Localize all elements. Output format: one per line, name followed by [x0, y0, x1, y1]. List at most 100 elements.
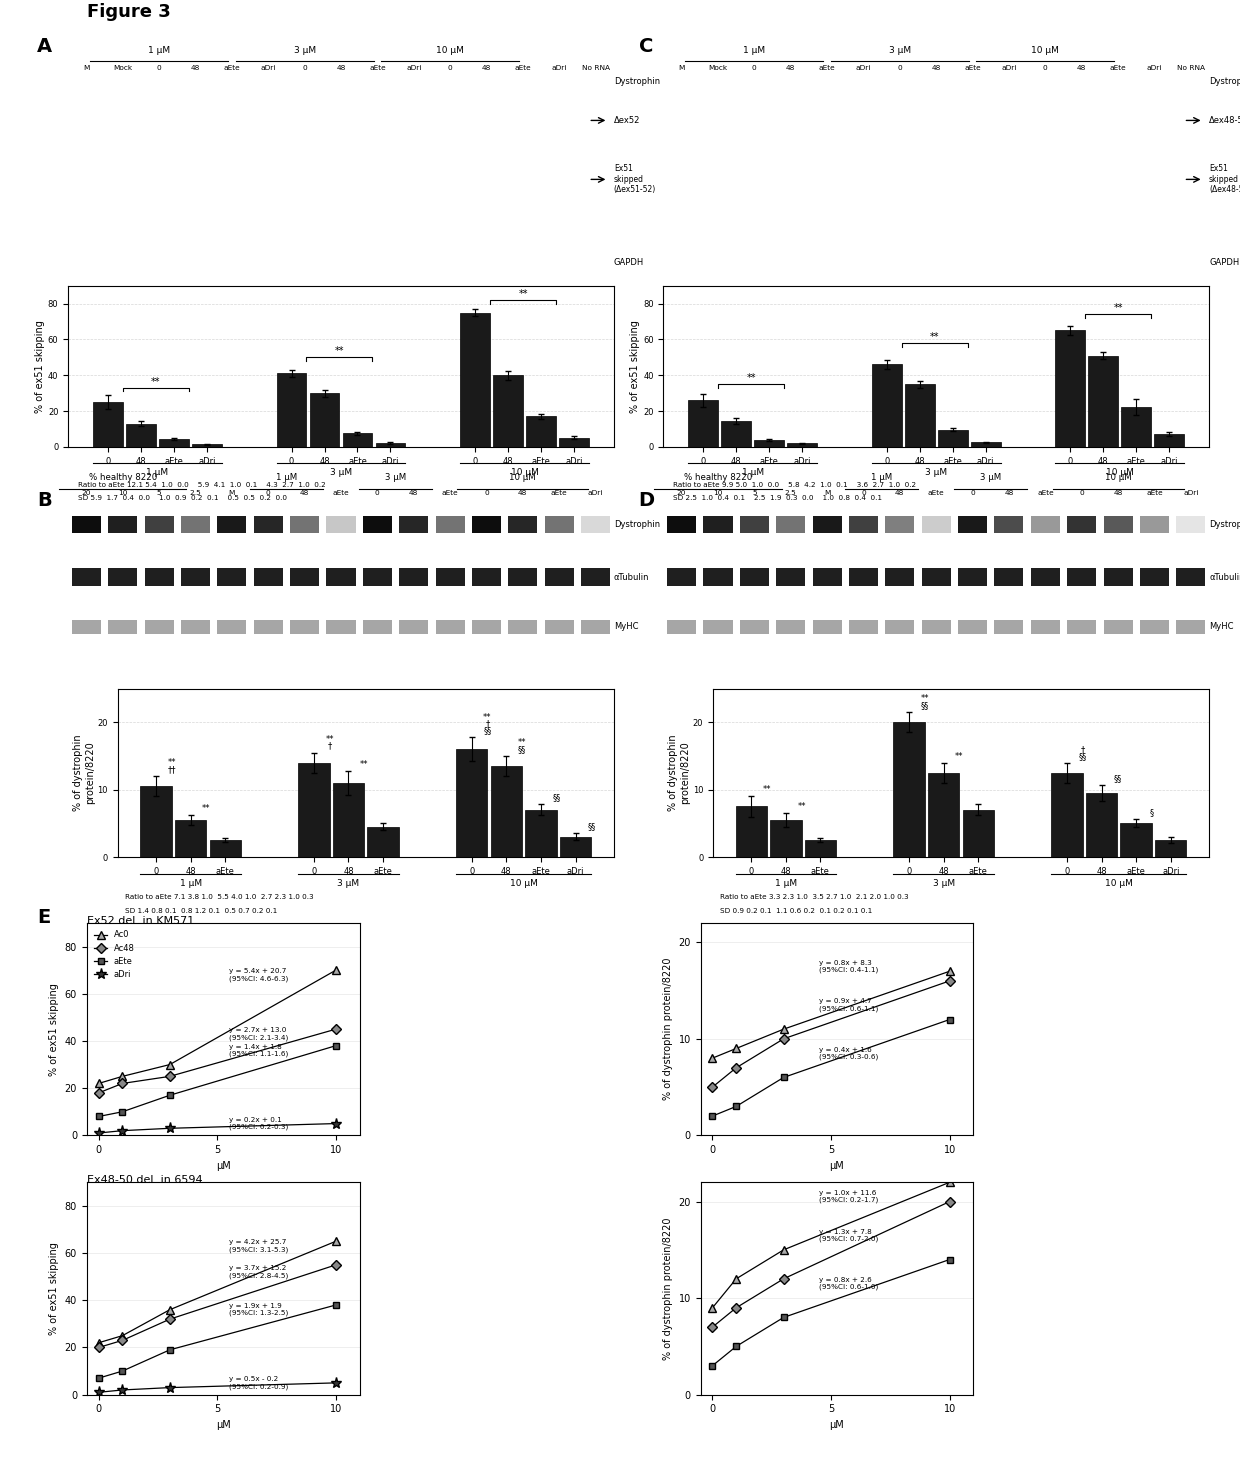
- Bar: [921, 108, 951, 132]
- Bar: [126, 423, 156, 447]
- Text: aDri: aDri: [856, 64, 872, 70]
- Bar: [1177, 620, 1205, 634]
- Text: 0: 0: [265, 489, 270, 495]
- Text: aEte: aEte: [818, 64, 836, 70]
- Bar: [703, 620, 733, 634]
- Bar: [435, 253, 465, 271]
- Bar: [812, 516, 842, 533]
- Text: 3 μM: 3 μM: [294, 45, 316, 54]
- Text: 10 μM: 10 μM: [1106, 467, 1133, 476]
- Text: **: **: [797, 803, 806, 812]
- Bar: [849, 620, 878, 634]
- Text: 48: 48: [409, 489, 418, 495]
- Y-axis label: % of dystrophin protein/8220: % of dystrophin protein/8220: [663, 958, 673, 1100]
- Bar: [582, 620, 610, 634]
- Bar: [776, 516, 805, 533]
- Text: B: B: [37, 491, 52, 510]
- Bar: [666, 139, 686, 144]
- Text: 0: 0: [156, 64, 161, 70]
- Bar: [1086, 793, 1117, 857]
- Text: 1 μM: 1 μM: [870, 473, 893, 482]
- Text: 48: 48: [931, 64, 941, 70]
- Bar: [326, 516, 356, 533]
- Text: MyHC: MyHC: [614, 623, 639, 631]
- Text: aEte: aEte: [1146, 489, 1163, 495]
- Bar: [1068, 568, 1096, 586]
- Bar: [962, 810, 994, 857]
- Text: 10 μM: 10 μM: [510, 473, 536, 482]
- Text: Figure 3: Figure 3: [87, 3, 171, 21]
- Bar: [1068, 620, 1096, 634]
- Bar: [310, 393, 340, 447]
- Bar: [921, 171, 951, 188]
- Bar: [435, 568, 465, 586]
- Text: ††: ††: [167, 765, 176, 774]
- Text: 0: 0: [970, 489, 975, 495]
- Bar: [971, 442, 1001, 447]
- Bar: [508, 253, 537, 271]
- Text: M: M: [678, 64, 684, 70]
- Text: 3 μM: 3 μM: [925, 467, 947, 476]
- Bar: [1104, 516, 1132, 533]
- Y-axis label: % of ex51 skipping: % of ex51 skipping: [50, 983, 60, 1075]
- Text: aEte: aEte: [551, 489, 568, 495]
- Text: **: **: [325, 735, 334, 744]
- Text: Mock: Mock: [708, 64, 728, 70]
- Bar: [140, 787, 171, 857]
- Bar: [1140, 253, 1169, 271]
- Bar: [71, 110, 91, 114]
- Text: 48: 48: [1078, 64, 1086, 70]
- Bar: [1177, 108, 1205, 132]
- Bar: [582, 253, 610, 271]
- Bar: [192, 444, 222, 447]
- Bar: [290, 171, 319, 188]
- Text: 2.5: 2.5: [190, 489, 201, 495]
- Bar: [93, 401, 123, 447]
- Text: aDri: aDri: [260, 64, 277, 70]
- Text: 0: 0: [484, 489, 489, 495]
- Bar: [526, 810, 557, 857]
- Bar: [1104, 620, 1132, 634]
- Text: 10: 10: [713, 489, 723, 495]
- Text: 1 μM: 1 μM: [775, 879, 797, 888]
- Bar: [1104, 253, 1132, 271]
- Bar: [254, 108, 283, 132]
- X-axis label: μM: μM: [216, 1160, 231, 1171]
- X-axis label: μM: μM: [830, 1420, 844, 1430]
- Bar: [472, 171, 501, 188]
- Bar: [959, 620, 987, 634]
- Bar: [298, 763, 330, 857]
- Bar: [108, 108, 138, 132]
- Bar: [959, 516, 987, 533]
- Text: y = 1.3x + 7.8
(95%CI: 0.7-2.0): y = 1.3x + 7.8 (95%CI: 0.7-2.0): [820, 1229, 878, 1242]
- Legend: Ac0, Ac48, aEte, aDri: Ac0, Ac48, aEte, aDri: [91, 927, 138, 983]
- Bar: [181, 516, 210, 533]
- Bar: [1154, 434, 1184, 447]
- Text: y = 0.4x + 1.6
(95%CI: 0.3-0.6): y = 0.4x + 1.6 (95%CI: 0.3-0.6): [820, 1046, 878, 1061]
- Bar: [1068, 253, 1096, 271]
- Bar: [456, 749, 487, 857]
- Y-axis label: % of ex51 skipping: % of ex51 skipping: [630, 319, 640, 413]
- Text: †: †: [327, 741, 332, 750]
- Bar: [217, 108, 247, 132]
- Bar: [254, 620, 283, 634]
- Bar: [812, 620, 842, 634]
- Bar: [290, 568, 319, 586]
- Bar: [849, 568, 878, 586]
- Text: y = 0.8x + 2.6
(95%CI: 0.6-1.0): y = 0.8x + 2.6 (95%CI: 0.6-1.0): [820, 1277, 878, 1291]
- Text: **: **: [151, 377, 161, 387]
- Y-axis label: % of ex51 skipping: % of ex51 skipping: [35, 319, 45, 413]
- Bar: [472, 516, 501, 533]
- Bar: [181, 568, 210, 586]
- Text: aEte: aEte: [515, 64, 531, 70]
- Bar: [367, 826, 399, 857]
- Bar: [145, 620, 174, 634]
- Bar: [544, 620, 574, 634]
- Bar: [849, 171, 878, 188]
- Bar: [71, 173, 91, 177]
- Bar: [1121, 407, 1151, 447]
- Bar: [326, 171, 356, 188]
- Bar: [1030, 620, 1060, 634]
- Text: Ratio to aEte 9.9 5.0  1.0  0.0    5.8  4.2  1.0  0.1    3.6  2.7  1.0  0.2: Ratio to aEte 9.9 5.0 1.0 0.0 5.8 4.2 1.…: [673, 482, 916, 488]
- Bar: [1030, 253, 1060, 271]
